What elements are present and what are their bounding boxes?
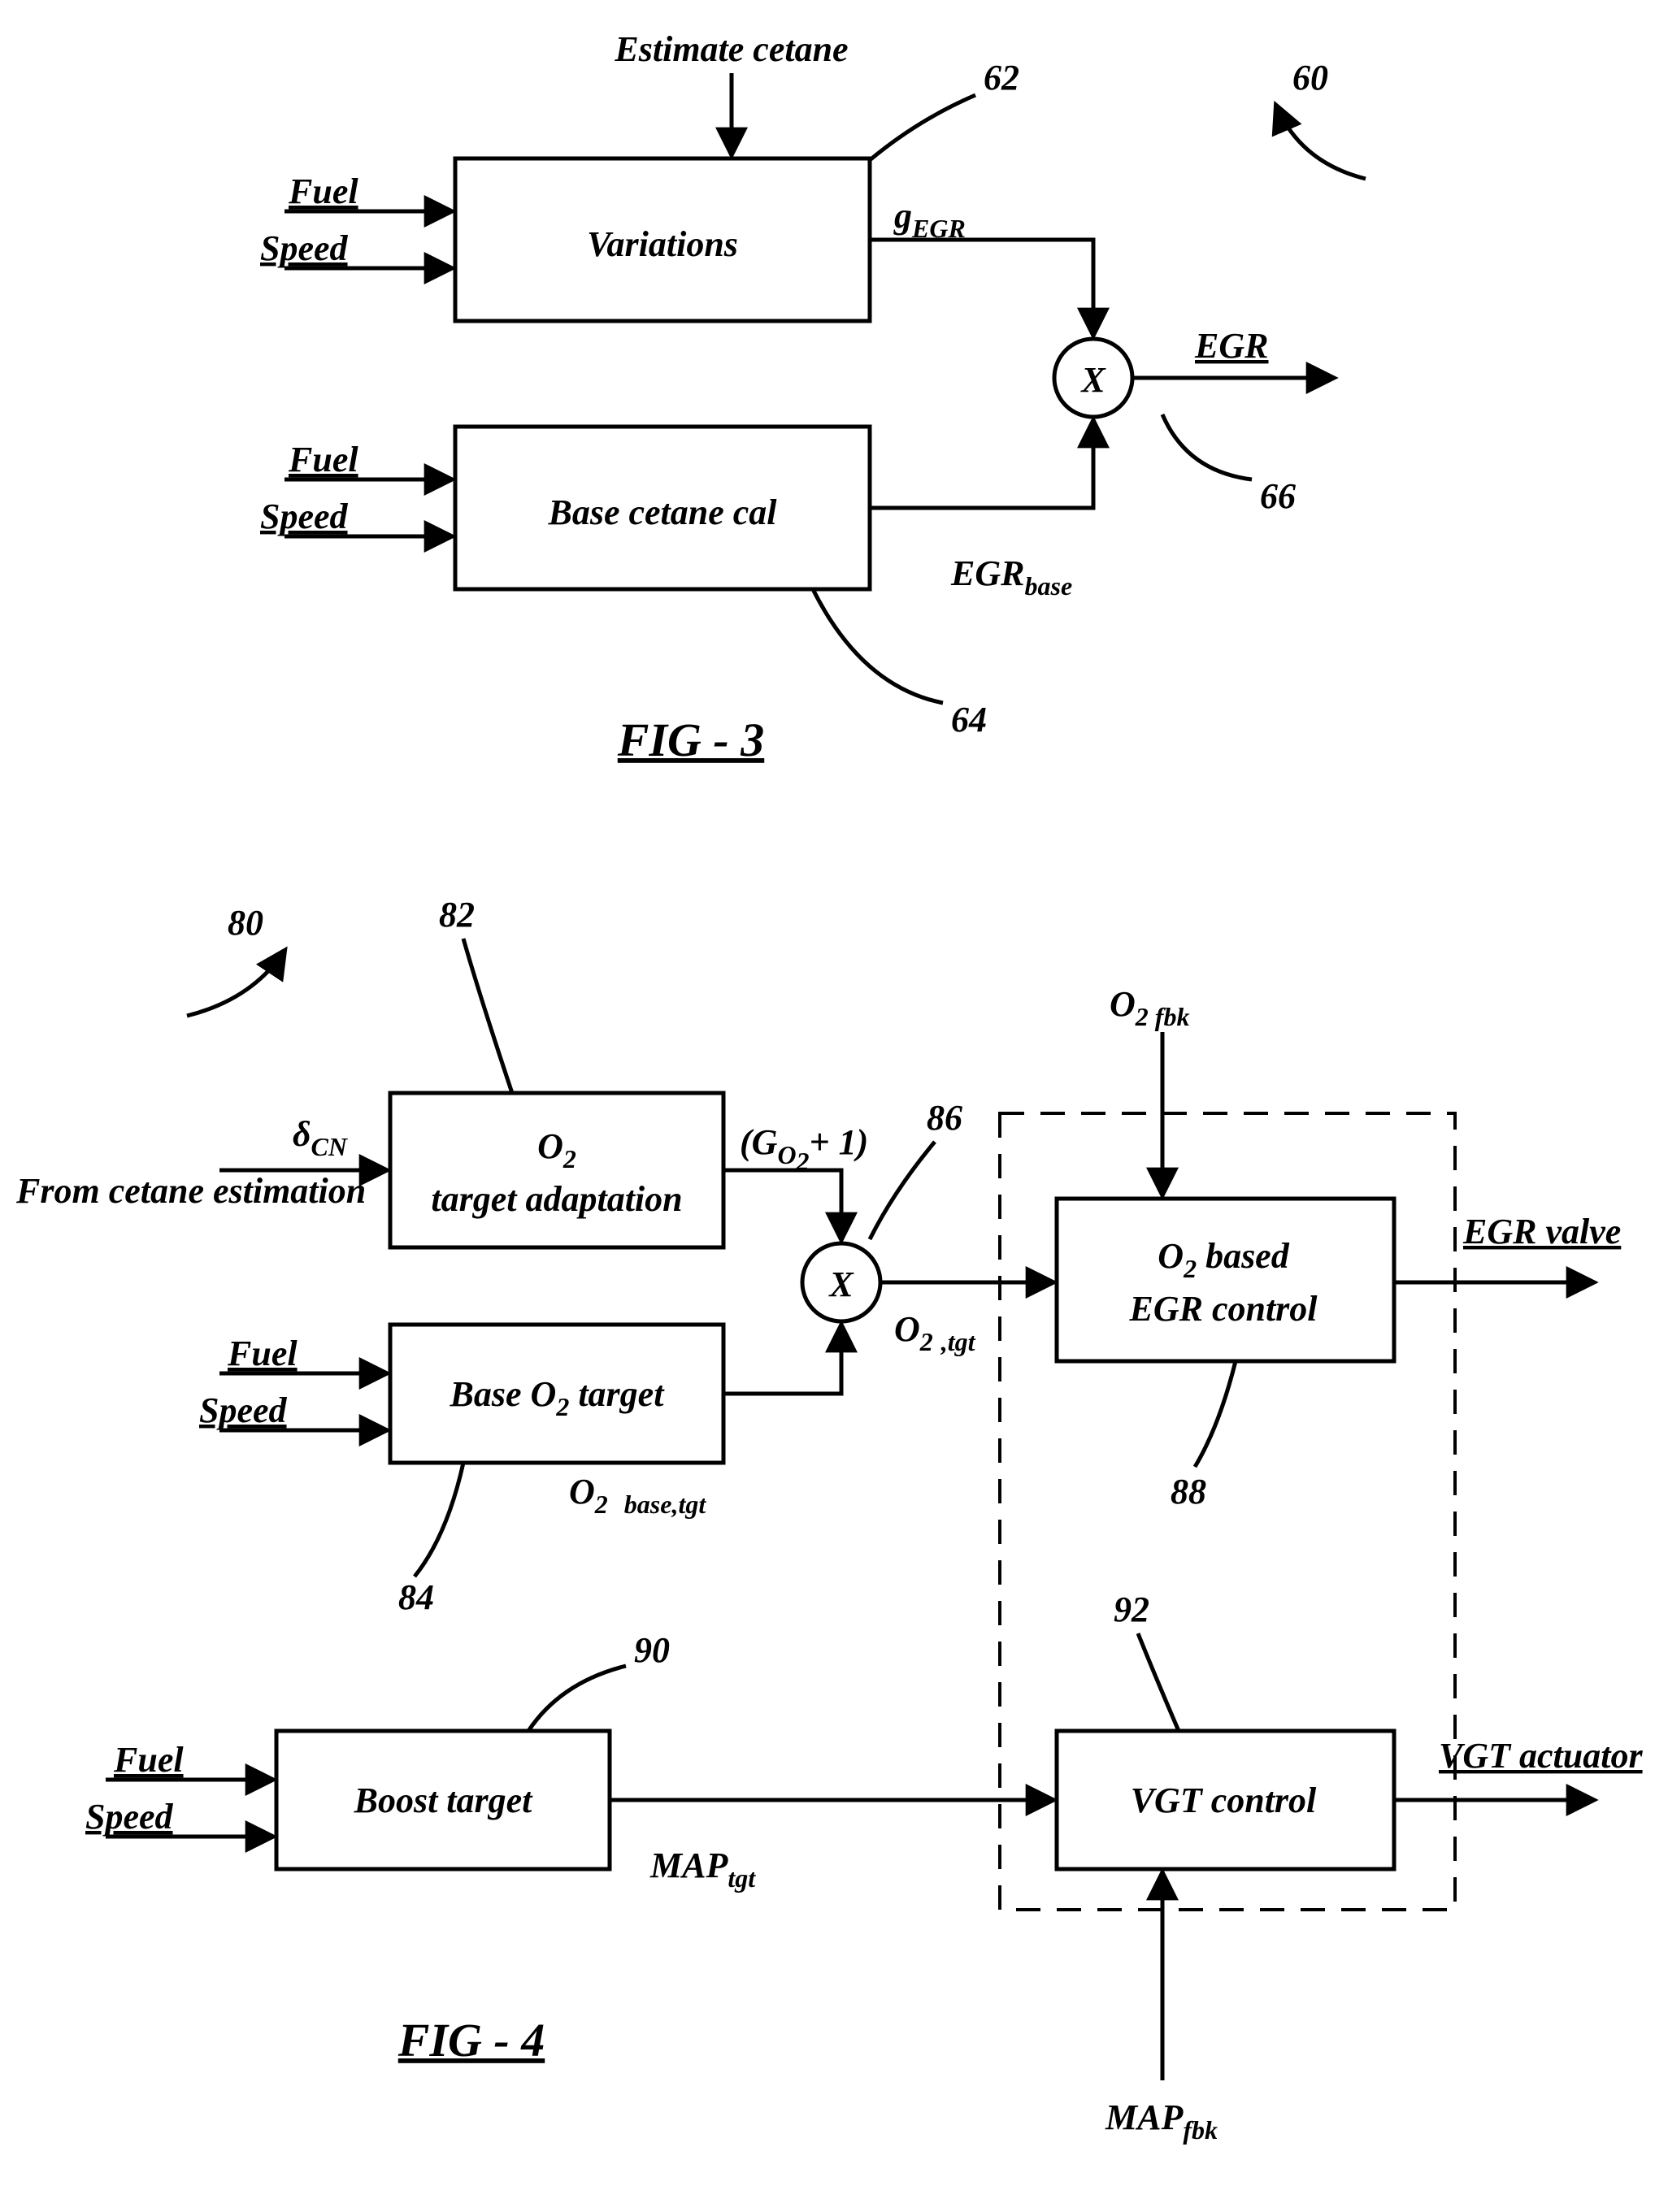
o2fbk-label: O2fbk (1110, 984, 1189, 1031)
o2tgt-label: O2,tgt (894, 1309, 976, 1356)
mapfbk-label: MAPfbk (1105, 2097, 1218, 2145)
speed-label-2: Speed (260, 497, 349, 536)
multiplier-fig4-symbol: X (827, 1264, 854, 1304)
fuel-label-1: Fuel (288, 171, 358, 211)
ref-64: 64 (813, 589, 987, 740)
block-o2-adapt-line2: target adaptation (431, 1179, 682, 1219)
ref-82: 82 (439, 895, 512, 1093)
speed-label-4: Speed (85, 1797, 174, 1837)
fig-4: 80 O2 target adaptation 82 δCN From ceta… (15, 895, 1643, 2145)
speed-label-3: Speed (199, 1390, 288, 1430)
ref-62: 62 (870, 58, 1019, 160)
ref-60-label: 60 (1292, 58, 1328, 98)
fuel-label-4: Fuel (113, 1740, 184, 1780)
ref-88: 88 (1171, 1361, 1236, 1512)
block-boost-label: Boost target (354, 1780, 534, 1820)
ref-66-label: 66 (1260, 476, 1296, 516)
ref-80: 80 (187, 903, 285, 1016)
arrow-o2base (723, 1325, 841, 1394)
speed-label-1: Speed (260, 228, 349, 268)
block-o2-adapt (390, 1093, 723, 1247)
ref-84: 84 (398, 1463, 463, 1617)
egr-out-label: EGR (1194, 326, 1268, 366)
ref-82-label: 82 (439, 895, 475, 935)
arrow-egrbase (870, 421, 1093, 508)
ref-90: 90 (528, 1630, 670, 1731)
ref-60: 60 (1276, 58, 1366, 179)
fuel-label-3: Fuel (227, 1334, 298, 1373)
egrbase-label: EGRbase (950, 553, 1072, 601)
vgtout-label: VGT actuator (1439, 1736, 1643, 1776)
ref-92: 92 (1114, 1590, 1179, 1731)
ref-90-label: 90 (634, 1630, 670, 1670)
maptgt-label: MAPtgt (649, 1846, 756, 1893)
ref-86-label: 86 (927, 1098, 962, 1138)
ref-62-label: 62 (984, 58, 1019, 98)
egrvalve-label: EGR valve (1462, 1212, 1621, 1251)
ref-64-label: 64 (951, 700, 987, 740)
estimate-cetane-label: Estimate cetane (614, 29, 848, 69)
delta-cn-label: δCN (293, 1114, 349, 1161)
fuel-label-2: Fuel (288, 440, 358, 479)
ref-84-label: 84 (398, 1577, 434, 1617)
diagram-canvas: 60 Variations 62 Base cetane cal 64 Esti… (0, 0, 1668, 2212)
arrow-go2 (723, 1170, 841, 1239)
ref-88-label: 88 (1171, 1472, 1206, 1512)
fig3-title: FIG - 3 (617, 713, 764, 766)
ref-66: 66 (1162, 414, 1296, 516)
o2base-label: O2base,tgt (569, 1472, 706, 1519)
fig-3: 60 Variations 62 Base cetane cal 64 Esti… (260, 29, 1366, 766)
cetane-note: From cetane estimation (15, 1171, 366, 1211)
block-egr-control (1057, 1199, 1394, 1361)
block-base-cetane-label: Base cetane cal (547, 492, 777, 532)
multiplier-fig3-symbol: X (1079, 360, 1106, 400)
arrow-gegr (870, 240, 1093, 335)
ref-92-label: 92 (1114, 1590, 1149, 1629)
block-vgt-label: VGT control (1131, 1780, 1317, 1820)
block-egr-line2: EGR control (1128, 1289, 1318, 1329)
ref-86: 86 (870, 1098, 962, 1239)
ref-80-label: 80 (228, 903, 263, 943)
fig4-title: FIG - 4 (397, 2014, 545, 2067)
gegr-label: gEGR (893, 196, 966, 243)
go2-label: (GO2+ 1) (740, 1122, 868, 1176)
block-variations-label: Variations (587, 224, 738, 264)
